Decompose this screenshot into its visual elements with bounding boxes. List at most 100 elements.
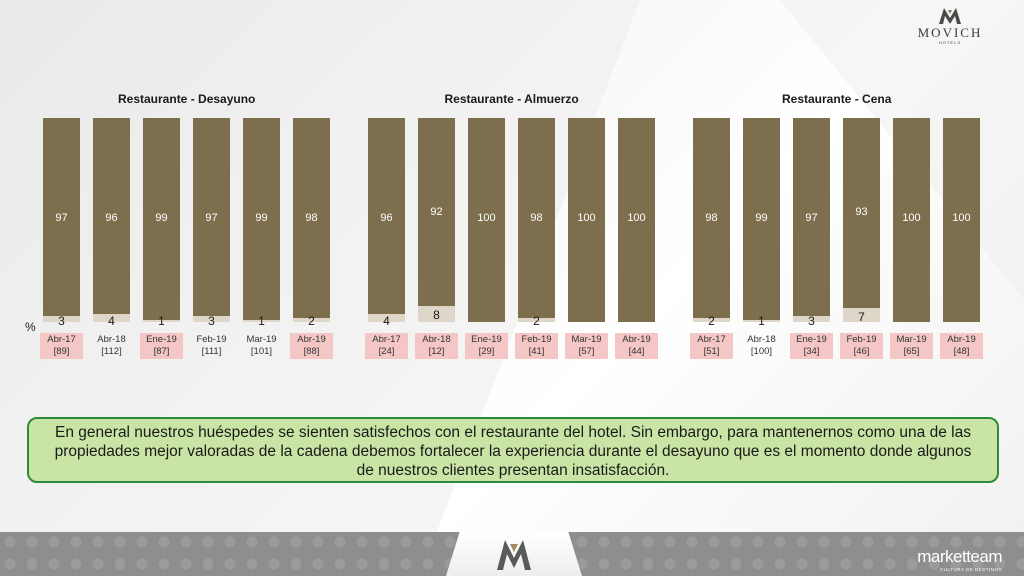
category-base: [111] xyxy=(201,346,222,357)
category-label: Abr-18 [112] xyxy=(90,333,133,359)
bar-satisfied-segment xyxy=(418,118,455,306)
footer-logo-tab xyxy=(446,532,582,576)
bar xyxy=(293,118,330,322)
bar xyxy=(368,118,405,322)
category-base: [29] xyxy=(478,346,495,357)
category-period: Abr-17 xyxy=(47,334,76,345)
bar-value-label: 93 xyxy=(855,206,868,218)
bar xyxy=(843,118,880,322)
bar-satisfied-segment xyxy=(293,118,330,318)
bar-value-label: 92 xyxy=(430,206,443,218)
message-box: En general nuestros huéspedes se sienten… xyxy=(27,417,999,483)
category-period: Abr-19 xyxy=(947,334,976,345)
bar-unsatisfied-label: 3 xyxy=(58,314,65,328)
category-label: Feb-19 [41] xyxy=(515,333,558,359)
category-base: [100] xyxy=(750,346,773,357)
bar xyxy=(468,118,505,322)
movich-m-icon xyxy=(939,8,961,24)
bar-unsatisfied-label: 2 xyxy=(708,314,715,328)
bar-value-label: 96 xyxy=(105,212,118,224)
bar-unsatisfied-label: 7 xyxy=(858,309,865,324)
category-label: Ene-19 [87] xyxy=(140,333,183,359)
category-base: [101] xyxy=(250,346,273,357)
category-base: [46] xyxy=(853,346,870,357)
bar-unsatisfied-label: 1 xyxy=(158,314,165,328)
bar-satisfied-segment xyxy=(743,118,780,320)
bar xyxy=(568,118,605,322)
bar-satisfied-segment xyxy=(143,118,180,320)
category-base: [41] xyxy=(528,346,545,357)
category-label: Feb-19 [46] xyxy=(840,333,883,359)
category-label: Mar-19 [101] xyxy=(240,333,283,359)
category-period: Feb-19 xyxy=(196,334,227,345)
bar-satisfied-segment xyxy=(243,118,280,320)
category-period: Feb-19 xyxy=(846,334,877,345)
footer-bar: marketteam CULTURA DE DESTINOS xyxy=(0,532,1024,576)
category-base: [44] xyxy=(628,346,645,357)
bar-value-label: 100 xyxy=(577,212,596,224)
category-period: Feb-19 xyxy=(521,334,552,345)
bar-satisfied-segment xyxy=(943,118,980,322)
bar-satisfied-segment xyxy=(193,118,230,316)
bar xyxy=(743,118,780,322)
category-label: Feb-19 [111] xyxy=(190,333,233,359)
category-label: Abr-19 [48] xyxy=(940,333,983,359)
category-period: Abr-18 xyxy=(747,334,776,345)
category-base: [65] xyxy=(903,346,920,357)
category-period: Ene-19 xyxy=(146,334,177,345)
bar-value-label: 98 xyxy=(305,212,318,224)
bar-satisfied-segment xyxy=(693,118,730,318)
bar-unsatisfied-label: 4 xyxy=(383,314,390,328)
category-period: Mar-19 xyxy=(896,334,927,345)
bar xyxy=(143,118,180,322)
category-label: Abr-18 [12] xyxy=(415,333,458,359)
bar-satisfied-segment xyxy=(368,118,405,314)
bar xyxy=(693,118,730,322)
category-label: Mar-19 [65] xyxy=(890,333,933,359)
chart-title: Restaurante - Almuerzo xyxy=(444,92,579,106)
bar-value-label: 97 xyxy=(805,212,818,224)
message-text: En general nuestros huéspedes se sienten… xyxy=(54,424,972,479)
bar-value-label: 99 xyxy=(255,212,268,224)
category-period: Abr-17 xyxy=(372,334,401,345)
category-base: [57] xyxy=(578,346,595,357)
bar-unsatisfied-label: 3 xyxy=(808,314,815,328)
category-base: [24] xyxy=(378,346,395,357)
bar-value-label: 100 xyxy=(627,212,646,224)
category-base: [12] xyxy=(428,346,445,357)
bar xyxy=(518,118,555,322)
chart-title: Restaurante - Cena xyxy=(782,92,892,106)
bar-satisfied-segment xyxy=(93,118,130,314)
bar-satisfied-segment xyxy=(468,118,505,322)
bar-value-label: 100 xyxy=(902,212,921,224)
bar-value-label: 98 xyxy=(530,212,543,224)
logo-brand: MOVICH xyxy=(917,25,983,40)
bar xyxy=(893,118,930,322)
bar-value-label: 98 xyxy=(705,212,718,224)
category-base: [48] xyxy=(953,346,970,357)
category-period: Mar-19 xyxy=(246,334,277,345)
bar xyxy=(193,118,230,322)
category-period: Abr-19 xyxy=(297,334,326,345)
footer-m-icon xyxy=(497,540,531,570)
category-period: Abr-18 xyxy=(97,334,126,345)
movich-logo: MOVICH HOTELS xyxy=(910,6,990,45)
category-period: Ene-19 xyxy=(796,334,827,345)
bar xyxy=(243,118,280,322)
category-label: Abr-17 [24] xyxy=(365,333,408,359)
category-period: Abr-19 xyxy=(622,334,651,345)
bar xyxy=(618,118,655,322)
logo-sub: HOTELS xyxy=(938,40,961,45)
category-base: [112] xyxy=(101,346,122,357)
bar-value-label: 96 xyxy=(380,212,393,224)
marketteam-tag: CULTURA DE DESTINOS xyxy=(940,567,1002,572)
category-period: Mar-19 xyxy=(571,334,602,345)
bar-satisfied-segment xyxy=(568,118,605,322)
category-period: Abr-18 xyxy=(422,334,451,345)
bar-value-label: 97 xyxy=(55,212,68,224)
bar-unsatisfied-label: 3 xyxy=(208,314,215,328)
category-label: Abr-17 [89] xyxy=(40,333,83,359)
category-period: Abr-17 xyxy=(697,334,726,345)
bar-unsatisfied-label: 8 xyxy=(433,307,440,322)
category-base: [87] xyxy=(153,346,170,357)
